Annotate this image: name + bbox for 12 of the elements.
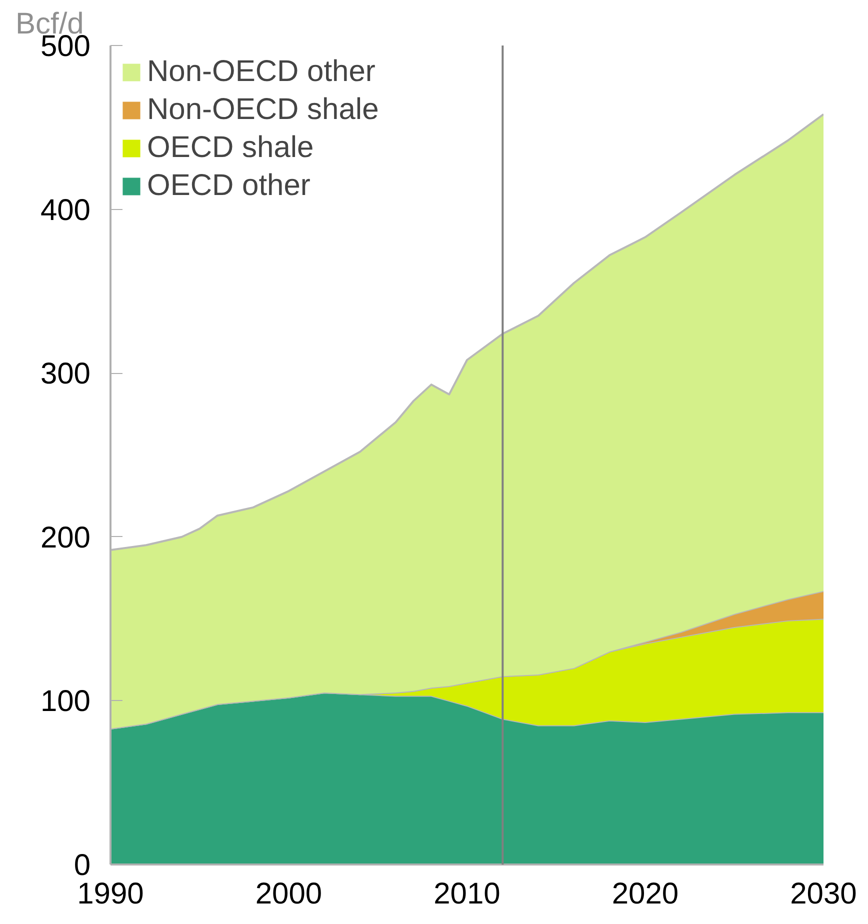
y-tick-label: 400 bbox=[40, 194, 91, 227]
y-tick-label: 300 bbox=[40, 358, 91, 391]
x-tick-label: 2030 bbox=[790, 878, 857, 910]
x-tick-label: 2010 bbox=[434, 878, 500, 910]
legend-label: Non-OECD other bbox=[147, 55, 376, 89]
legend-label: Non-OECD shale bbox=[147, 93, 379, 127]
x-tick-label: 2020 bbox=[612, 878, 679, 910]
y-tick-label: 200 bbox=[40, 521, 91, 554]
legend-label: OECD other bbox=[147, 169, 310, 203]
x-tick-label: 2000 bbox=[255, 878, 322, 910]
y-tick-label: 100 bbox=[40, 685, 91, 718]
legend-label: OECD shale bbox=[147, 131, 314, 165]
